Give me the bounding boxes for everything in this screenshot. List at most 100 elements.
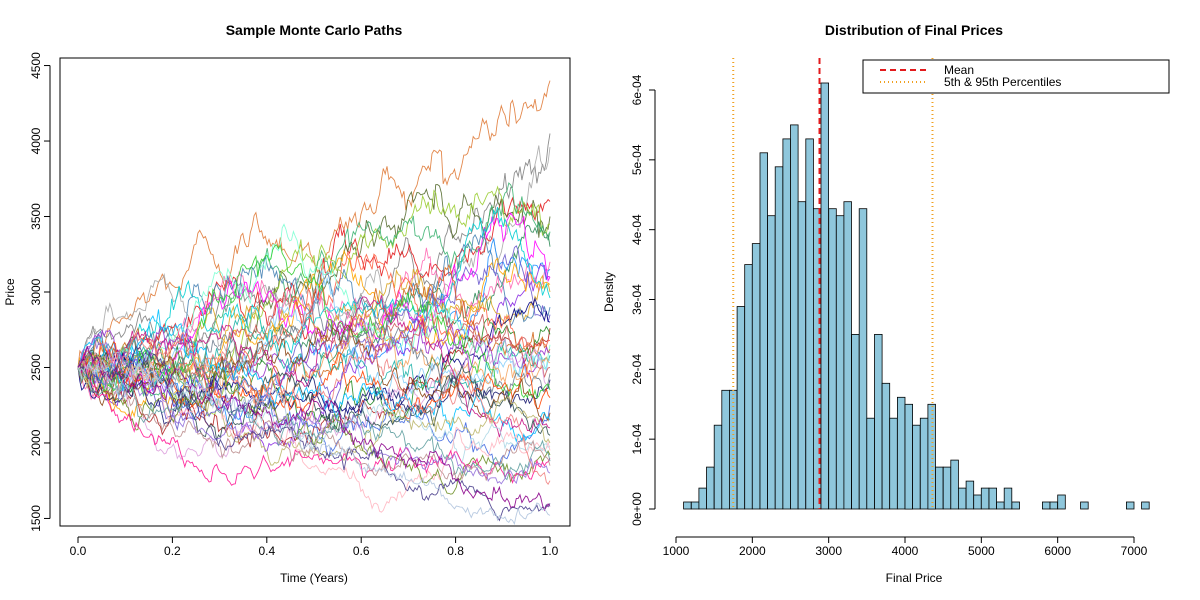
y-tick-label: 4500 bbox=[29, 52, 43, 79]
histogram-bar bbox=[965, 480, 975, 510]
histogram-bar bbox=[698, 487, 707, 510]
histogram-bar bbox=[881, 382, 891, 510]
series-line bbox=[77, 223, 551, 376]
y-tick-label: 0e+00 bbox=[630, 492, 644, 526]
y-tick-label: 3500 bbox=[29, 203, 43, 230]
histogram-bar bbox=[835, 215, 845, 510]
histogram-bar bbox=[980, 487, 990, 510]
y-tick-label: 5e-04 bbox=[630, 144, 644, 175]
y-tick-label: 1e-04 bbox=[630, 424, 644, 455]
axes: 1000 2000 3000 4000 5000 6000 7000 0e+00 1e-04 2e… bbox=[630, 74, 1148, 558]
histogram-bar bbox=[897, 396, 906, 510]
histogram-bar bbox=[751, 243, 761, 510]
histogram-bar bbox=[1049, 501, 1058, 510]
x-tick-label: 0.8 bbox=[447, 544, 464, 558]
histogram-bar bbox=[729, 389, 738, 510]
x-tick-label: 3000 bbox=[815, 544, 842, 558]
histogram-bar bbox=[858, 208, 868, 510]
y-tick-label: 2500 bbox=[29, 354, 43, 381]
series-line bbox=[77, 354, 551, 513]
monte-carlo-paths-chart: Sample Monte Carlo Paths Time (Years) Pr… bbox=[3, 22, 571, 585]
x-tick-label: 5000 bbox=[968, 544, 995, 558]
legend: Mean 5th & 95th Percentiles bbox=[862, 59, 1170, 94]
histogram-bar bbox=[1126, 501, 1135, 510]
legend-percentile-label: 5th & 95th Percentiles bbox=[944, 75, 1061, 89]
series-line bbox=[77, 317, 551, 393]
histogram-bar bbox=[744, 264, 753, 510]
histogram-bar bbox=[1011, 501, 1020, 510]
y-tick-label: 2000 bbox=[29, 429, 43, 456]
histogram-bar bbox=[690, 501, 700, 510]
histogram-bar bbox=[904, 403, 913, 510]
histogram-bars bbox=[683, 82, 1150, 510]
histogram-bar bbox=[1080, 501, 1089, 510]
histogram-bar bbox=[721, 389, 730, 510]
histogram-bar bbox=[1042, 501, 1051, 510]
x-axis-label: Final Price bbox=[886, 571, 943, 585]
y-tick-label: 4e-04 bbox=[630, 214, 644, 245]
series-lines bbox=[77, 80, 551, 526]
chart-title: Distribution of Final Prices bbox=[825, 22, 1003, 38]
series-line bbox=[77, 237, 551, 429]
histogram-bar bbox=[790, 124, 799, 510]
histogram-bar bbox=[736, 306, 746, 510]
series-line bbox=[77, 245, 551, 432]
series-line bbox=[77, 251, 551, 399]
histogram-bar bbox=[958, 487, 967, 510]
legend-box bbox=[862, 59, 1170, 94]
x-tick-label: 1.0 bbox=[542, 544, 559, 558]
legend-mean-label: Mean bbox=[944, 63, 974, 77]
chart-title: Sample Monte Carlo Paths bbox=[226, 22, 403, 38]
histogram-bar bbox=[683, 501, 692, 510]
histogram-bar bbox=[828, 208, 837, 510]
x-tick-label: 0.4 bbox=[258, 544, 275, 558]
x-tick-label: 4000 bbox=[892, 544, 919, 558]
x-tick-label: 6000 bbox=[1044, 544, 1071, 558]
histogram-bar bbox=[713, 424, 723, 510]
histogram-bar bbox=[1141, 501, 1150, 510]
histogram-bar bbox=[919, 417, 929, 510]
histogram-bar bbox=[797, 201, 807, 510]
histogram-bar bbox=[820, 82, 829, 510]
histogram-bar bbox=[988, 487, 997, 510]
final-price-histogram: Distribution of Final Prices Final Price… bbox=[602, 22, 1170, 585]
y-tick-label: 6e-04 bbox=[630, 74, 644, 105]
series-line bbox=[77, 328, 551, 448]
histogram-bar bbox=[1003, 487, 1013, 510]
x-tick-label: 1000 bbox=[663, 544, 690, 558]
y-tick-label: 3000 bbox=[29, 278, 43, 305]
series-line bbox=[77, 367, 551, 481]
y-tick-label: 1500 bbox=[29, 505, 43, 532]
axes: 0.0 0.2 0.4 0.6 0.8 1.0 1500 2000 2500 3000 3500 40… bbox=[29, 52, 559, 558]
histogram-bar bbox=[912, 424, 921, 510]
x-tick-label: 2000 bbox=[739, 544, 766, 558]
histogram-bar bbox=[889, 417, 898, 510]
histogram-bar bbox=[843, 201, 852, 510]
series-line bbox=[77, 349, 551, 441]
series-line bbox=[77, 80, 551, 368]
x-axis-label: Time (Years) bbox=[280, 571, 348, 585]
reference-lines bbox=[732, 58, 934, 509]
series-line bbox=[77, 345, 551, 512]
x-tick-label: 0.0 bbox=[70, 544, 87, 558]
histogram-bar bbox=[950, 459, 959, 510]
y-tick-label: 2e-04 bbox=[630, 354, 644, 385]
series-line bbox=[77, 244, 551, 399]
series-line bbox=[77, 351, 551, 482]
histogram-bar bbox=[973, 494, 982, 510]
histogram-bar bbox=[851, 333, 860, 510]
histogram-bar bbox=[706, 466, 715, 510]
series-line bbox=[77, 334, 551, 461]
histogram-bar bbox=[767, 215, 776, 510]
series-line bbox=[77, 269, 551, 400]
series-line bbox=[77, 300, 551, 409]
histogram-bar bbox=[782, 138, 791, 510]
y-axis-label: Price bbox=[3, 278, 17, 306]
series-line bbox=[77, 362, 551, 526]
histogram-bar bbox=[805, 138, 814, 510]
histogram-bar bbox=[1057, 494, 1066, 510]
histogram-bar bbox=[935, 466, 944, 510]
histogram-bar bbox=[996, 501, 1005, 510]
histogram-bar bbox=[866, 417, 875, 510]
